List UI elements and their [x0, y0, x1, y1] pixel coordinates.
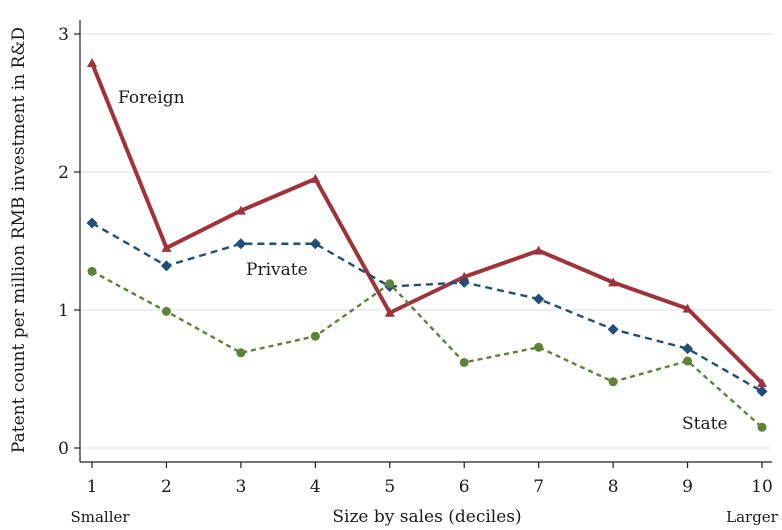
point-state-8 [608, 377, 618, 387]
point-state-10 [757, 422, 767, 432]
point-state-2 [161, 306, 171, 316]
x-tick-label-10: 10 [751, 477, 773, 497]
series-line-state [91, 270, 763, 429]
y-tick-label-2: 2 [58, 163, 69, 183]
point-private-4 [309, 238, 321, 250]
point-private-3 [235, 238, 247, 250]
series-label-private: Private [246, 260, 308, 280]
x-tick-label-4: 4 [310, 477, 321, 497]
x-axis-right-label: Larger [726, 508, 779, 526]
point-foreign-9 [682, 303, 693, 313]
y-tick-label-3: 3 [58, 25, 69, 45]
series-labels: Foreign Private State [118, 88, 728, 434]
point-state-4 [310, 331, 320, 341]
x-tick-label-7: 7 [533, 477, 544, 497]
point-foreign-1 [87, 57, 97, 67]
x-axis-left-label: Smaller [70, 508, 130, 526]
point-state-5 [385, 279, 395, 289]
point-foreign-2 [161, 242, 172, 252]
x-tick-label-5: 5 [384, 477, 395, 497]
point-private-6 [458, 276, 470, 288]
series-label-foreign: Foreign [118, 88, 185, 108]
point-private-9 [682, 343, 694, 355]
point-private-10 [756, 385, 768, 397]
y-axis-title: Patent count per million RMB investment … [9, 27, 29, 453]
series-group [86, 57, 768, 432]
point-foreign-3 [235, 205, 246, 215]
x-tick-label-2: 2 [161, 477, 172, 497]
point-foreign-10 [757, 378, 767, 388]
x-tick-label-3: 3 [235, 477, 246, 497]
series-line-foreign [90, 62, 764, 385]
point-private-7 [533, 293, 545, 305]
point-foreign-5 [384, 307, 395, 317]
x-tick-label-8: 8 [608, 477, 619, 497]
grid-lines [80, 33, 772, 449]
series-label-state: State [682, 414, 728, 434]
x-tick-label-9: 9 [682, 477, 693, 497]
x-tick-label-1: 1 [87, 477, 98, 497]
x-tick-label-6: 6 [459, 477, 470, 497]
point-foreign-8 [608, 277, 619, 287]
point-foreign-4 [310, 173, 321, 183]
y-tick-label-1: 1 [58, 301, 69, 321]
point-state-3 [236, 348, 246, 358]
point-foreign-6 [459, 271, 470, 281]
x-axis-title: Size by sales (deciles) [332, 507, 521, 527]
point-state-7 [534, 342, 544, 352]
point-foreign-7 [533, 245, 544, 255]
y-tick-label-0: 0 [58, 439, 69, 459]
point-private-8 [607, 323, 619, 335]
point-state-6 [459, 357, 469, 367]
series-line-private [91, 222, 763, 393]
point-private-1 [86, 217, 98, 229]
point-state-1 [87, 266, 97, 276]
point-private-2 [160, 260, 172, 272]
point-state-9 [683, 356, 693, 366]
